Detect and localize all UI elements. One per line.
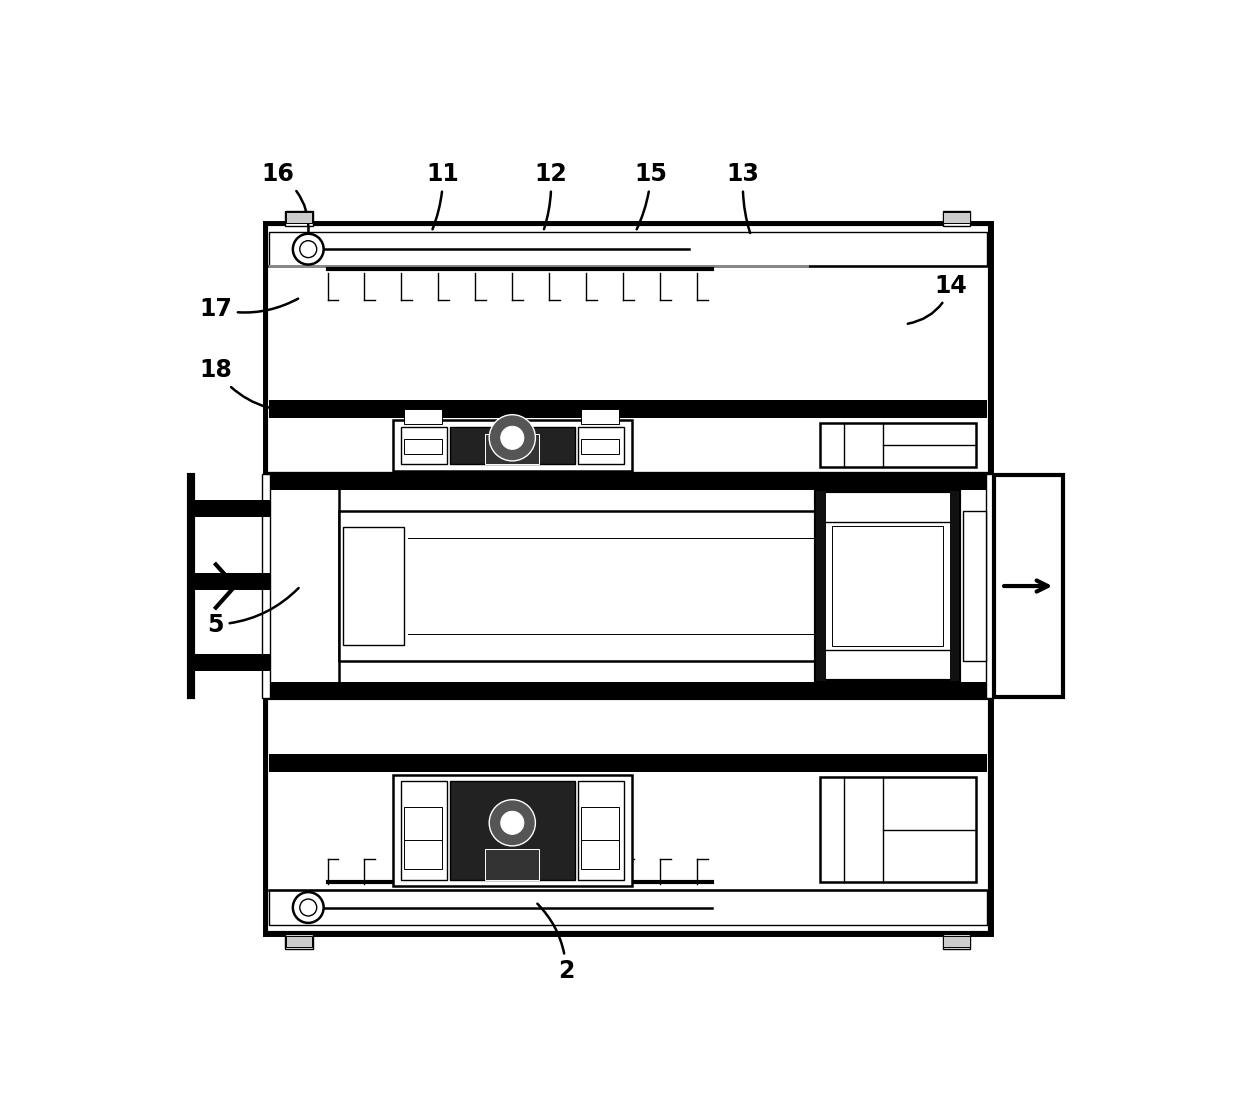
Bar xyxy=(578,427,624,465)
Bar xyxy=(580,836,619,869)
Bar xyxy=(285,211,312,227)
Bar xyxy=(404,409,443,424)
Bar xyxy=(404,806,443,840)
Bar xyxy=(450,427,574,465)
Text: 12: 12 xyxy=(534,162,567,229)
Bar xyxy=(404,836,443,869)
Bar xyxy=(262,475,270,698)
Bar xyxy=(485,849,539,880)
Bar xyxy=(942,934,971,949)
Bar xyxy=(269,265,808,268)
Bar xyxy=(816,491,959,680)
Bar xyxy=(188,475,192,697)
Bar xyxy=(821,423,976,467)
Bar xyxy=(393,775,631,886)
Bar xyxy=(393,420,631,470)
Bar xyxy=(343,527,404,646)
Bar xyxy=(816,491,826,680)
Bar xyxy=(962,510,986,661)
Bar xyxy=(986,475,993,698)
Bar xyxy=(580,409,619,424)
Text: 5: 5 xyxy=(207,588,299,637)
Bar xyxy=(269,232,987,267)
Bar xyxy=(993,475,1063,697)
Bar xyxy=(821,777,976,882)
Text: 15: 15 xyxy=(635,162,667,229)
Circle shape xyxy=(490,414,536,461)
Text: 11: 11 xyxy=(427,162,459,229)
Bar xyxy=(269,754,987,772)
Bar xyxy=(265,698,990,933)
Bar xyxy=(578,781,624,880)
Bar xyxy=(265,475,990,698)
Bar xyxy=(401,781,446,880)
Bar xyxy=(401,427,446,465)
Text: 13: 13 xyxy=(727,162,760,233)
Bar xyxy=(262,476,993,489)
Text: 16: 16 xyxy=(260,162,309,233)
Text: 18: 18 xyxy=(200,359,309,411)
Circle shape xyxy=(490,800,536,846)
Text: 2: 2 xyxy=(537,904,574,983)
Bar xyxy=(339,512,816,661)
Bar xyxy=(192,653,270,670)
Text: 3: 3 xyxy=(898,620,944,682)
Bar xyxy=(950,491,959,680)
Circle shape xyxy=(501,427,523,449)
Bar xyxy=(286,936,312,947)
Bar xyxy=(944,212,970,223)
Bar xyxy=(262,682,993,696)
Bar xyxy=(269,400,987,418)
Bar xyxy=(269,890,987,925)
Bar xyxy=(942,211,971,227)
Text: 17: 17 xyxy=(200,297,298,321)
Text: 14: 14 xyxy=(908,274,967,324)
Bar xyxy=(580,806,619,840)
Bar xyxy=(944,936,970,947)
Bar xyxy=(192,573,270,590)
Bar xyxy=(450,781,574,880)
Bar xyxy=(265,225,990,933)
Bar xyxy=(404,439,443,454)
Bar xyxy=(485,433,539,465)
Circle shape xyxy=(501,811,523,834)
Bar xyxy=(265,225,990,475)
Bar xyxy=(832,526,944,646)
Bar xyxy=(580,439,619,454)
Bar xyxy=(286,212,312,223)
Bar xyxy=(192,499,270,517)
Bar xyxy=(285,934,312,949)
